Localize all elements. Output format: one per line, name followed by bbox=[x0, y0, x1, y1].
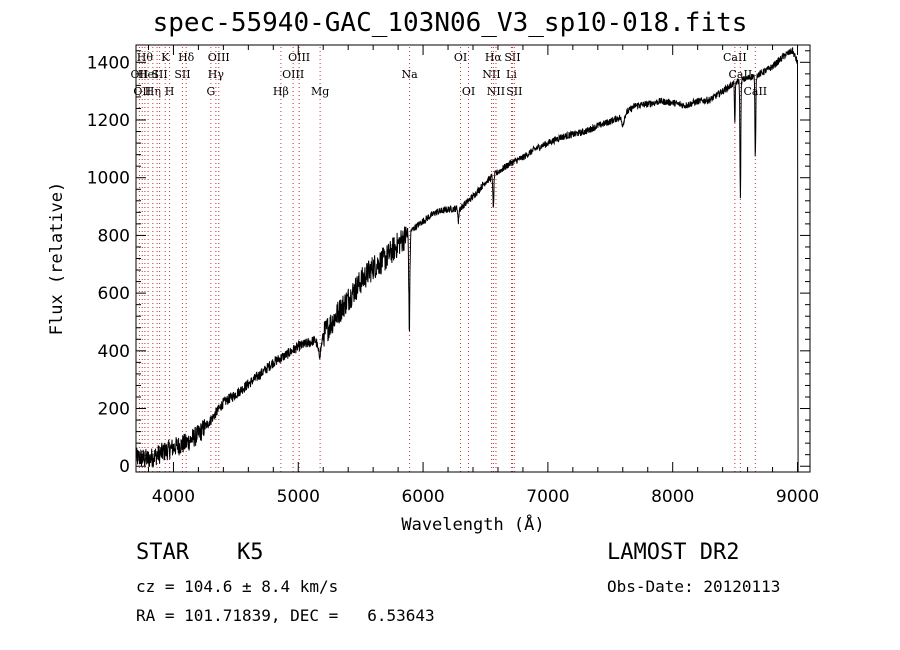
redshift-cz: cz = 104.6 ± 8.4 km/s bbox=[136, 577, 339, 596]
line-marker-label-14: Hβ bbox=[273, 85, 289, 98]
observation-date: Obs-Date: 20120113 bbox=[607, 577, 781, 596]
line-marker-label-25: SII bbox=[504, 51, 520, 64]
line-marker-label-1: OII bbox=[133, 85, 151, 98]
line-marker-label-8: H bbox=[165, 85, 175, 98]
line-marker-label-20: OI bbox=[462, 85, 475, 98]
line-marker-label-15: OIII bbox=[282, 68, 304, 81]
line-marker-label-12: Hγ bbox=[208, 68, 225, 81]
line-marker-label-6: SII bbox=[151, 68, 167, 81]
line-marker-label-7: K bbox=[161, 51, 170, 64]
line-marker-label-29: CaII bbox=[743, 85, 767, 98]
line-marker-label-13: OIII bbox=[208, 51, 230, 64]
line-marker-label-19: OI bbox=[454, 51, 467, 64]
line-marker-label-17: Mg bbox=[311, 85, 329, 98]
x-tick-label-6000: 6000 bbox=[401, 487, 444, 507]
line-marker-label-10: Hδ bbox=[178, 51, 195, 64]
object-subclass: K5 bbox=[237, 540, 264, 565]
line-marker-label-18: Na bbox=[402, 68, 419, 81]
y-tick-label-400: 400 bbox=[98, 342, 130, 362]
y-tick-label-0: 0 bbox=[119, 457, 130, 477]
line-marker-label-23: NII bbox=[487, 85, 505, 98]
plot-frame bbox=[135, 44, 811, 473]
line-marker-label-0: OII bbox=[131, 68, 149, 81]
line-marker-label-27: CaII bbox=[723, 51, 747, 64]
y-tick-label-1000: 1000 bbox=[87, 169, 130, 189]
spectrum-line bbox=[135, 47, 799, 473]
line-marker-label-11: G bbox=[206, 85, 215, 98]
y-tick-label-200: 200 bbox=[98, 400, 130, 420]
line-marker-label-2: Hθ bbox=[137, 51, 154, 64]
line-marker-label-22: Hα bbox=[485, 51, 503, 64]
line-marker-label-16: OIII bbox=[288, 51, 310, 64]
y-axis-label: Flux (relative) bbox=[47, 182, 67, 336]
chart-title: spec-55940-GAC_103N06_V3_sp10-018.fits bbox=[152, 8, 748, 38]
x-axis-label: Wavelength (Å) bbox=[401, 513, 544, 535]
x-tick-label-8000: 8000 bbox=[651, 487, 694, 507]
x-tick-label-9000: 9000 bbox=[776, 487, 819, 507]
object-class: STAR bbox=[136, 540, 189, 565]
x-tick-label-7000: 7000 bbox=[526, 487, 569, 507]
line-marker-label-4: Hη bbox=[145, 85, 161, 98]
y-tick-label-1400: 1400 bbox=[87, 53, 130, 73]
line-marker-label-9: SII bbox=[174, 68, 190, 81]
line-marker-label-24: Li bbox=[506, 68, 517, 81]
ra-dec-coordinates: RA = 101.71839, DEC = 6.53643 bbox=[136, 606, 435, 625]
x-tick-label-5000: 5000 bbox=[277, 487, 320, 507]
x-tick-label-4000: 4000 bbox=[152, 487, 195, 507]
survey-name: LAMOST DR2 bbox=[607, 540, 740, 565]
y-tick-label-1200: 1200 bbox=[87, 111, 130, 131]
line-marker-label-21: NII bbox=[482, 68, 500, 81]
line-marker-label-26: SII bbox=[506, 85, 522, 98]
y-tick-label-800: 800 bbox=[98, 226, 130, 246]
y-tick-label-600: 600 bbox=[98, 284, 130, 304]
